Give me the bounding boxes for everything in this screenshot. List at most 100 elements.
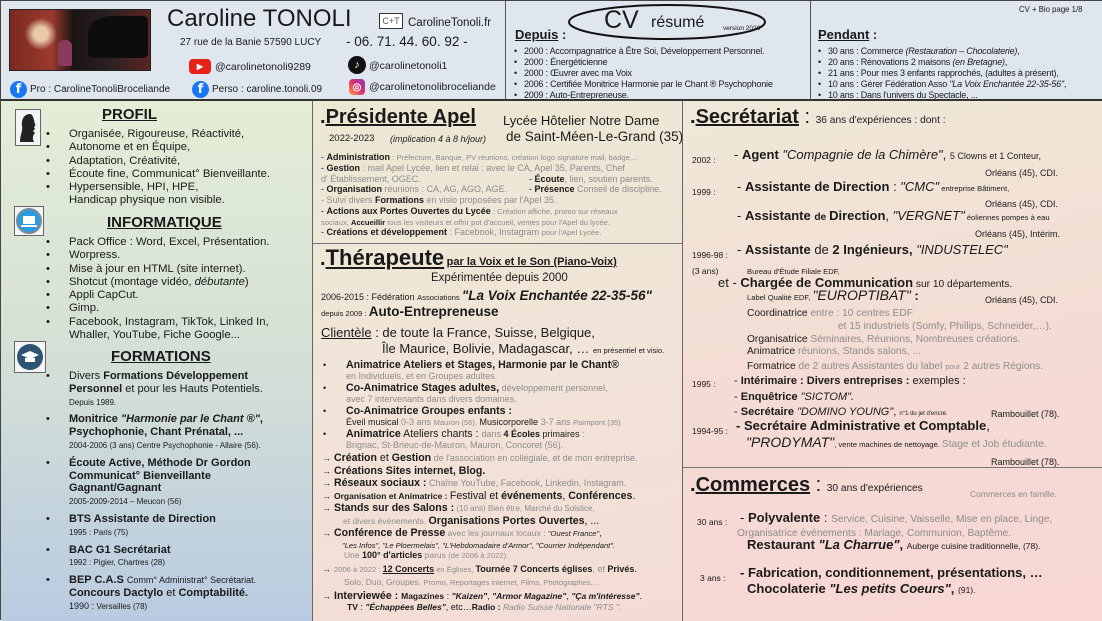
right-column: .Secrétariat : 36 ans d'expériences : do… — [683, 101, 1102, 621]
text-segment: → — [322, 491, 331, 501]
text-segment: 2002 : — [692, 155, 716, 165]
secretariat-line: Animatrice réunions, Stands salons, ... — [747, 343, 921, 357]
text-segment: : — [810, 474, 827, 496]
apel-line: .Présidente Apel — [320, 107, 476, 127]
pendant-title-text: Pendant — [818, 27, 870, 42]
formation-line: Psychophonie, Chant Prénatal, ... — [69, 426, 263, 439]
tiktok-handle[interactable]: @carolinetonoli1 — [369, 60, 448, 72]
informatique-item: Worpress. — [46, 249, 270, 263]
text-segment: Interviewée : — [334, 590, 402, 602]
therapeute-line: → Stands sur des Salons : (10 ans) Bien ê… — [322, 503, 595, 514]
profile-photo — [9, 9, 151, 71]
therapeute-line: • Animatrice Ateliers chants : dans 4 Éco… — [323, 429, 585, 440]
text-segment: réunions, Stands salons, ... — [795, 346, 921, 357]
text-segment: 1990 : — [69, 600, 97, 611]
text-segment: Orléans (45), Intérim. — [975, 229, 1061, 239]
instagram-handle[interactable]: @carolinetonolibroceliande — [369, 81, 496, 93]
text-segment: avec 7 intervenants dans divers domaines… — [346, 394, 517, 404]
text-segment: Créations Sites internet, Blog. — [334, 465, 486, 477]
text-segment: Assistante de Direction — [744, 179, 890, 194]
profil-item: Autonome et en Équipe, — [46, 141, 270, 155]
pendant-colon: : — [869, 27, 878, 42]
secretariat-line: - Intérimaire : Divers entreprises : exe… — [734, 373, 966, 387]
text-segment: , — [885, 208, 893, 223]
text-segment: entre : 10 centres EDF — [807, 308, 913, 319]
text-segment: , — [259, 413, 263, 426]
depuis-item: 2000 : Œuvrer avec ma Voix — [514, 68, 773, 79]
resume-label: résumé — [651, 14, 705, 31]
text-segment: 30 ans : — [697, 517, 728, 527]
depuis-item: 2006 : Certifiée Monitrice Harmonie par … — [514, 79, 773, 90]
formation-line: Communicat° Bienveillante — [69, 470, 263, 483]
text-segment: Coordinatrice — [747, 308, 808, 319]
text-segment: . — [632, 490, 636, 502]
therapeute-line: → Création et Gestion de l'association en… — [322, 453, 638, 464]
profil-title: PROFIL — [102, 106, 157, 123]
text-segment: , etc… — [445, 602, 472, 612]
page-label: CV + Bio page 1/8 — [1019, 5, 1083, 14]
text-segment: , vente machines de nettoyage. — [834, 440, 942, 449]
apel-line: - Écoute, lien, soutien parents. — [529, 175, 653, 184]
text-segment: "La Charrue" — [818, 537, 900, 552]
text-segment: primaires — [540, 429, 580, 439]
youtube-icon: ▶ — [189, 59, 211, 74]
text-segment: Organisation — [326, 184, 383, 194]
apel-line: - Actions aux Portes Ouvertes du Lycée :… — [321, 207, 618, 216]
text-segment: • — [323, 360, 327, 370]
apel-line: - Gestion : mail Apel Lycée, lien et rel… — [321, 164, 625, 173]
text-segment: Facebook, Instagram, TikTok, Linked In, … — [69, 315, 269, 342]
text-segment: 1994-95 : — [692, 426, 728, 436]
profil-list: Organisée, Rigoureuse, Réactivité,Autono… — [1, 128, 270, 208]
text-segment: Écoute — [534, 174, 565, 184]
text-segment: Monitrice — [69, 413, 121, 426]
text-segment: "Les petits Coeurs" — [829, 581, 951, 596]
text-segment: - — [321, 184, 327, 194]
secretariat-line: - Secrétaire Administrative et Comptable… — [736, 419, 990, 432]
text-segment: 1995 : Paris (75) — [69, 527, 129, 537]
therapeute-line: Clientèle : de toute la France, Suisse, … — [321, 326, 595, 339]
text-segment: Versailles (78) — [96, 601, 148, 611]
website-link[interactable]: CarolineTonoli.fr — [408, 17, 492, 29]
text-segment: (en Bretagne) — [952, 57, 1005, 67]
facebook-perso-link[interactable]: Perso : caroline.tonoli.09 — [212, 84, 323, 95]
profil-item: Organisée, Rigoureuse, Réactivité, — [46, 128, 270, 142]
text-segment: - Fabrication, conditionnement, présenta… — [740, 565, 1043, 580]
text-segment: n°1 du jet d'encre. — [899, 411, 948, 417]
facebook-pro-link[interactable]: Pro : CarolineTonoliBroceliande — [30, 84, 171, 95]
text-segment: "Échappées Belles" — [365, 602, 446, 612]
text-segment: Solo, Duo, Groupes. — [344, 577, 424, 587]
middle-column: .Présidente Apel Lycée Hôtelier Notre Dam… — [313, 101, 683, 621]
text-segment: : Facebook, Instagram — [447, 227, 542, 237]
text-segment: Radio : — [471, 602, 503, 612]
pendant-title: Pendant : — [818, 27, 877, 42]
text-segment: 1999 : — [692, 187, 716, 197]
section-divider — [313, 243, 682, 244]
pendant-item: 10 ans : Dans l'univers du Spectacle, ..… — [818, 90, 1066, 99]
text-segment: Rambouillet (78). — [991, 409, 1060, 419]
text-segment: . — [639, 591, 643, 601]
text-segment: Gestion — [391, 452, 432, 464]
youtube-handle[interactable]: @carolinetonoli9289 — [215, 61, 311, 73]
text-segment: "La Voix Enchantée 22-35-56" — [949, 79, 1064, 89]
text-segment: de — [810, 242, 833, 257]
text-segment: et — [163, 586, 179, 599]
secretariat-line: - Assistante de Direction, "VERGNET" éol… — [737, 209, 1050, 223]
text-segment: : — [579, 429, 585, 439]
text-segment: 0-3 ans — [401, 417, 434, 427]
text-segment: Magazines — [401, 591, 445, 601]
apel-line: sociaux, Accueillir tous les visiteurs e… — [321, 218, 610, 227]
text-segment: (de 2006 à 2022). — [448, 551, 509, 560]
secretariat-line: Rambouillet (78). — [991, 454, 1060, 467]
formation-line: Écoute Active, Méthode Dr Gordon — [69, 457, 263, 470]
formation-item: Écoute Active, Méthode Dr GordonCommunic… — [46, 457, 263, 509]
text-segment: dans — [481, 429, 504, 439]
secretariat-line: .Secrétariat : 36 ans d'expériences : do… — [690, 107, 946, 127]
text-segment: Gimp. — [69, 302, 100, 315]
formation-item: BAC G1 Secrétariat 1992 : Pigier, Chartre… — [46, 544, 263, 571]
text-segment: , ... — [584, 515, 600, 527]
text-segment: Musicorporelle — [477, 417, 541, 427]
text-segment: 5 Clowns et 1 Conteur, — [949, 151, 1041, 161]
text-segment: débutante — [194, 275, 245, 288]
text-segment: Organisation et Animatrice : — [334, 491, 450, 501]
formation-line: 1992 : Pigier, Chartres (28) — [69, 556, 263, 570]
